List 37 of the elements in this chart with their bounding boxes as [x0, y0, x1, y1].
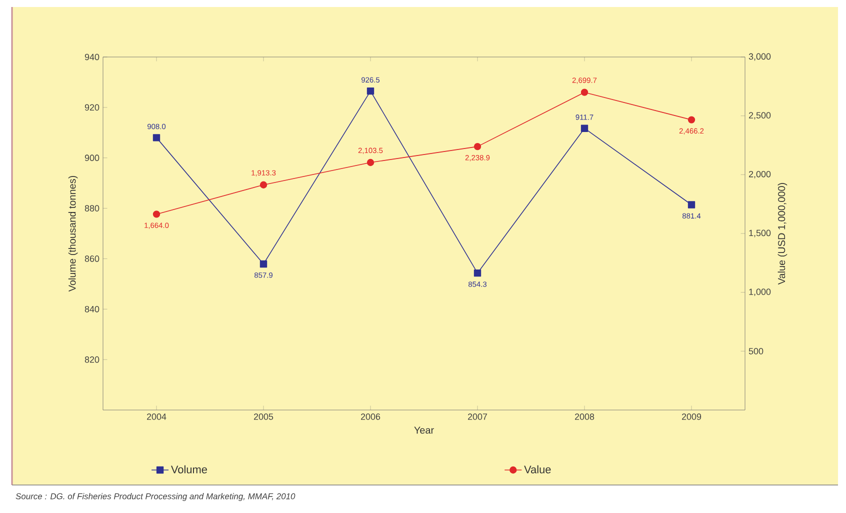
x-tick-label: 2005	[254, 414, 274, 420]
legend-label: Volume	[170, 465, 207, 474]
point	[580, 124, 588, 132]
y-tick-label: 900	[84, 154, 100, 162]
y-tick-label: 880	[84, 205, 100, 212]
point	[474, 270, 482, 277]
y-tick-label: 820	[84, 356, 100, 363]
y-tick-label: 860	[84, 256, 100, 262]
x-axis-title: Year	[414, 426, 434, 434]
source-note: Source : DG. of Fisheries Product Processing and Marketing, MMAF, 2010	[16, 493, 296, 501]
y2-tick-label: 1,500	[749, 230, 771, 238]
point	[688, 201, 696, 208]
y2-tick-label: 2,500	[748, 112, 771, 120]
x-tick-label: 2009	[682, 414, 702, 420]
y2-tick-label: 2,000	[748, 170, 771, 178]
point	[580, 88, 588, 96]
x-tick-label: 2006	[360, 414, 380, 420]
x-tick-label: 2004	[146, 414, 166, 420]
y2-axis-title: Value (USD 1,000,000)	[778, 183, 788, 285]
x-tick-label: 2007	[468, 414, 488, 420]
point	[260, 181, 268, 188]
x-tick-label: 2008	[574, 414, 594, 420]
y-tick-label: 920	[84, 104, 100, 111]
y2-tick-label: 1,000	[749, 288, 771, 296]
point	[366, 87, 374, 95]
point	[366, 158, 374, 166]
point	[152, 210, 160, 218]
point	[688, 116, 696, 124]
y-axis-title: Volume (thousand tonnes)	[68, 176, 78, 292]
point	[152, 134, 160, 142]
y2-tick-label: 3,000	[748, 53, 771, 61]
legend-label: Value	[524, 465, 551, 474]
y-tick-label: 940	[84, 54, 100, 60]
y-tick-label: 840	[84, 306, 100, 312]
point	[260, 260, 268, 268]
y2-tick-label: 500	[748, 348, 764, 354]
point	[474, 142, 482, 150]
